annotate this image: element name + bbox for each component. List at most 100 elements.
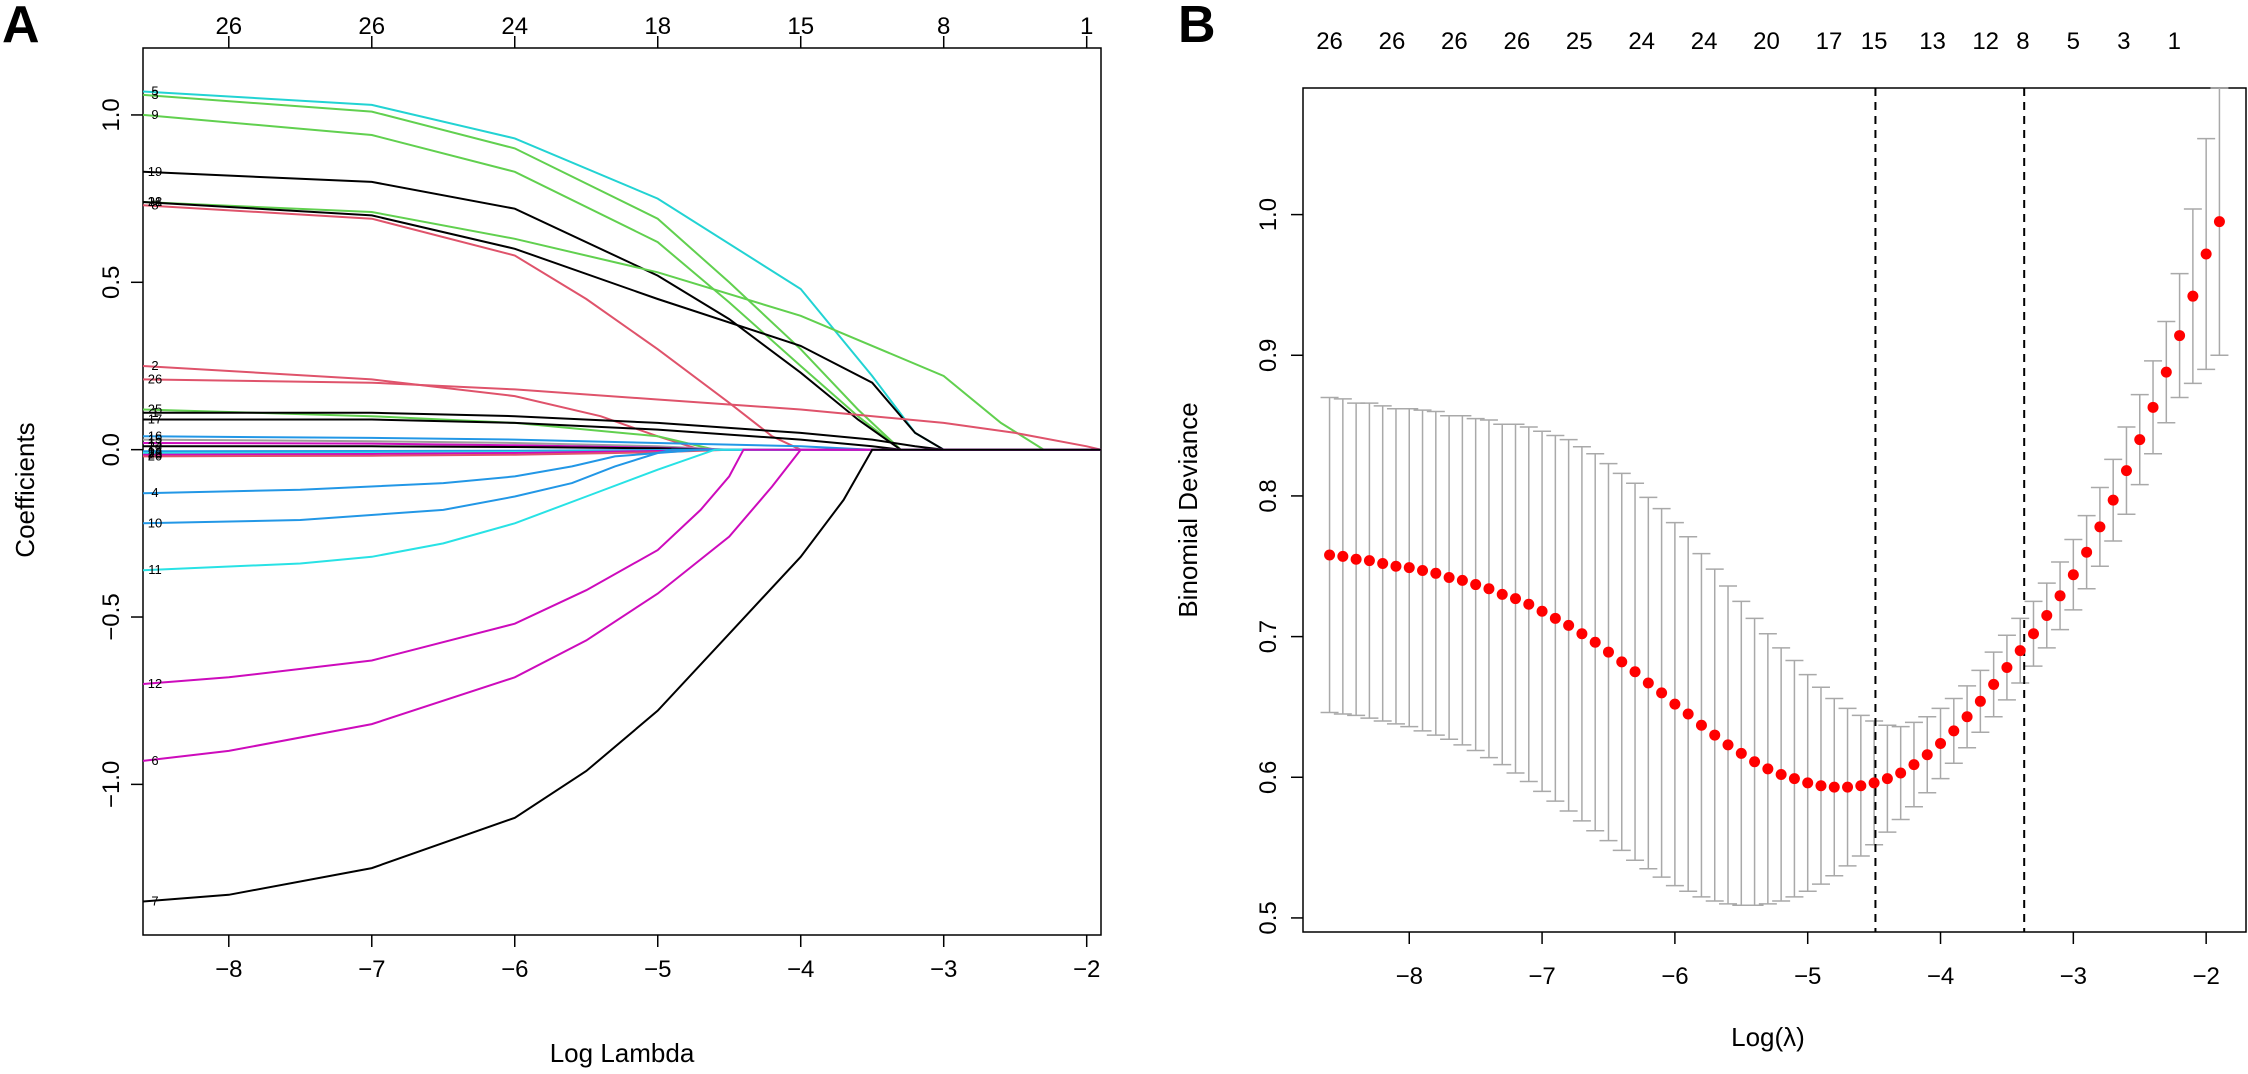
- cv-point: [1363, 555, 1375, 567]
- line-label-1: 1: [151, 405, 158, 420]
- panel-a: A 53919211882262511716151324142223204101…: [2, 0, 1102, 1068]
- top-tick-label-a: 1: [1080, 13, 1093, 40]
- cv-point: [1788, 773, 1800, 785]
- y-axis-b: 0.5 0.6 0.7 0.8 0.9 1.0: [1255, 198, 1303, 935]
- cv-point: [1828, 781, 1840, 793]
- cv-point: [2041, 610, 2053, 621]
- cv-point: [1935, 738, 1947, 750]
- cv-point: [2147, 401, 2159, 413]
- cv-point: [2067, 569, 2079, 581]
- reference-lines-b: [1874, 88, 2026, 932]
- cv-point: [2014, 645, 2026, 657]
- top-tick-label-b: 24: [1628, 28, 1655, 55]
- cv-point: [1377, 557, 1389, 569]
- y-tick-label-a: 0.5: [98, 266, 125, 299]
- top-tick-label-b: 26: [1316, 28, 1343, 55]
- line-label-11: 11: [148, 562, 162, 577]
- cv-point: [1523, 598, 1535, 610]
- top-tick-label-b: 1: [2168, 28, 2181, 55]
- line-label-25: 25: [148, 402, 162, 417]
- coef-path-10: [142, 448, 1101, 525]
- cv-point: [1895, 767, 1907, 779]
- top-tick-label-b: 8: [2016, 28, 2029, 55]
- cv-point: [1629, 666, 1641, 678]
- x-tick-label-b: −7: [1528, 963, 1555, 990]
- line-label-24: 24: [148, 438, 162, 453]
- cv-point: [1616, 656, 1628, 668]
- x-tick-label-a: −4: [787, 956, 814, 983]
- y-axis-a: −1.0 −0.5 0.0 0.5 1.0: [98, 98, 143, 808]
- cv-point: [1576, 628, 1588, 640]
- top-tick-label-b: 15: [1861, 28, 1888, 55]
- errorbars-b: [1320, 87, 2229, 907]
- x-tick-label-a: −6: [501, 956, 528, 983]
- y-tick-label-b: 0.8: [1255, 479, 1282, 512]
- cv-point: [2174, 330, 2186, 342]
- cv-point: [1443, 572, 1455, 584]
- x-tick-label-b: −3: [2060, 963, 2087, 990]
- line-label-7: 7: [151, 894, 158, 909]
- line-label-5: 5: [151, 84, 158, 99]
- cv-point: [1549, 612, 1561, 624]
- line-label-26: 26: [148, 371, 162, 386]
- cv-point: [1417, 564, 1429, 576]
- cv-point: [2054, 590, 2066, 602]
- cv-point: [1842, 781, 1854, 793]
- line-label-22: 22: [148, 445, 162, 460]
- line-label-2: 2: [151, 358, 158, 373]
- y-tick-label-b: 1.0: [1255, 198, 1282, 231]
- coef-path-11: [142, 448, 1101, 572]
- cv-point: [1563, 619, 1575, 631]
- x-tick-label-b: −5: [1794, 963, 1821, 990]
- x-tick-label-a: −8: [215, 956, 242, 983]
- cv-point: [1908, 759, 1920, 771]
- line-label-8: 8: [151, 197, 158, 212]
- coef-path-21: [142, 201, 1101, 451]
- coef-path-19: [142, 170, 1101, 451]
- x-tick-label-b: −2: [2192, 963, 2219, 990]
- top-tick-label-b: 3: [2117, 28, 2130, 55]
- top-tick-label-a: 18: [644, 13, 671, 40]
- line-label-9: 9: [151, 107, 158, 122]
- coef-path-26: [142, 378, 1102, 451]
- cv-point: [1324, 549, 1336, 561]
- line-label-17: 17: [148, 412, 162, 427]
- coef-path-4: [142, 448, 1101, 495]
- x-axis-title-b: Log(λ): [1731, 1022, 1805, 1052]
- x-axis-a: −8 −7 −6 −5 −4 −3 −2: [215, 935, 1100, 983]
- line-label-6: 6: [151, 753, 158, 768]
- x-tick-label-a: −2: [1073, 956, 1100, 983]
- cv-point: [1483, 583, 1495, 595]
- cv-point: [1642, 677, 1654, 689]
- top-tick-label-a: 24: [501, 13, 528, 40]
- x-tick-label-a: −3: [930, 956, 957, 983]
- line-label-13: 13: [148, 435, 162, 450]
- coef-path-18: [142, 201, 1101, 451]
- y-tick-label-a: 1.0: [98, 98, 125, 131]
- cv-point: [1948, 725, 1960, 737]
- panel-b: B −8 −7 −6 −5 −4 −3 −2 0.50.60.70.80.91.0 26 26…: [1173, 0, 2247, 1052]
- coef-path-7: [142, 448, 1101, 903]
- cv-point: [2160, 366, 2172, 378]
- y-tick-label-a: −0.5: [98, 593, 125, 640]
- cv-point: [1921, 749, 1933, 761]
- cv-point: [1403, 562, 1415, 574]
- cv-point: [1855, 780, 1867, 792]
- y-tick-label-b: 0.6: [1255, 761, 1282, 794]
- coef-path-6: [142, 448, 1101, 762]
- points-b: [1324, 216, 2225, 793]
- top-tick-label-b: 13: [1919, 28, 1946, 55]
- line-label-18: 18: [148, 194, 162, 209]
- cv-point: [1722, 739, 1734, 751]
- line-label-16: 16: [148, 428, 162, 443]
- cv-point: [1775, 768, 1787, 780]
- top-tick-label-b: 12: [1972, 28, 1999, 55]
- line-label-21: 21: [148, 194, 162, 209]
- coef-path-12: [142, 448, 1101, 685]
- x-tick-label-b: −8: [1396, 963, 1423, 990]
- cv-point: [1961, 711, 1973, 723]
- top-tick-label-a: 26: [215, 13, 242, 40]
- y-tick-label-b: 0.7: [1255, 620, 1282, 653]
